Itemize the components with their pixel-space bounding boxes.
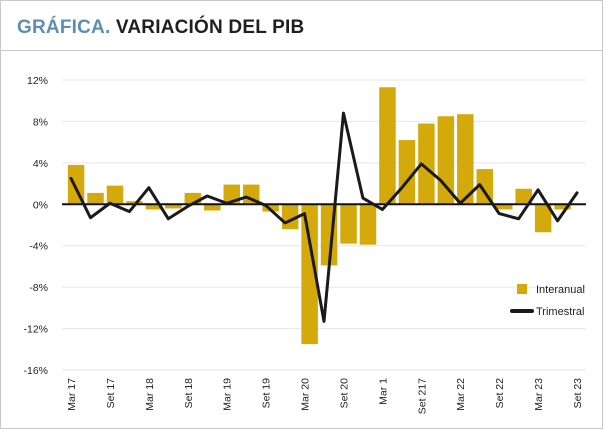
y-tick-label: 4%: [33, 158, 48, 170]
chart-title: GRÁFICA. VARIACIÓN DEL PIB: [17, 17, 304, 39]
bar: [184, 192, 202, 205]
x-tick-label: Set 18: [183, 378, 195, 409]
bar: [106, 185, 124, 205]
x-tick-label: Set 217: [416, 378, 428, 414]
bar: [418, 123, 435, 205]
y-tick-label: 0%: [33, 199, 48, 211]
x-tick-label: Mar 19: [222, 378, 234, 411]
x-tick-label: Mar 18: [144, 378, 156, 411]
x-tick-label: Set 20: [338, 378, 350, 409]
x-tick-label: Set 19: [261, 378, 273, 409]
legend: Interanual Trimestral: [510, 284, 585, 318]
bar: [340, 204, 357, 244]
legend-swatch-interanual: [517, 284, 527, 294]
bar: [379, 87, 396, 205]
y-tick-label: -8%: [29, 282, 48, 294]
legend-label-trimestral: Trimestral: [536, 306, 584, 318]
bar: [87, 192, 104, 205]
bar: [554, 204, 571, 210]
x-tick-label: Mar 17: [66, 378, 78, 411]
y-tick-label: 8%: [33, 116, 48, 128]
x-tick-label: Set 17: [105, 378, 117, 409]
interanual-bars: [67, 87, 571, 345]
x-tick-label: Mar 23: [533, 378, 545, 411]
title-divider: [0, 50, 603, 51]
y-tick-label: -4%: [29, 241, 48, 253]
bar: [515, 188, 532, 205]
bar: [301, 204, 318, 345]
bar: [495, 204, 513, 210]
y-tick-label: -16%: [23, 365, 48, 377]
x-tick-label: Mar 22: [455, 378, 467, 411]
title-main: VARIACIÓN DEL PIB: [115, 17, 305, 38]
x-tick-label: Set 23: [572, 378, 584, 409]
title-prefix: GRÁFICA.: [17, 17, 111, 38]
y-tick-label: -12%: [23, 324, 48, 336]
y-axis: 12% 8% 4% 0% -4% -8% -12% -16%: [23, 75, 48, 377]
trimestral-series: [69, 111, 579, 323]
bar: [204, 204, 221, 211]
x-tick-label: Set 22: [494, 378, 506, 409]
bar: [359, 204, 377, 245]
bar: [457, 114, 474, 205]
x-tick-label: Mar 20: [300, 378, 312, 411]
bar: [126, 201, 143, 205]
bar: [476, 169, 494, 205]
x-axis: Mar 17 Set 17 Mar 18 Set 18 Mar 19 Set 19 Mar …: [66, 378, 584, 414]
x-tick-label: Mar 1: [377, 378, 389, 405]
bar: [534, 204, 552, 233]
trimestral-line: [69, 111, 579, 323]
y-tick-label: 12%: [27, 75, 48, 87]
legend-label-interanual: Interanual: [536, 284, 585, 296]
bar: [165, 204, 182, 209]
bar: [145, 204, 163, 210]
